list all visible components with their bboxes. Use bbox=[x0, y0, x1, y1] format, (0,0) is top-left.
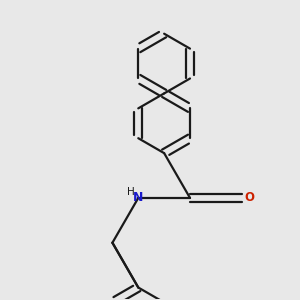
Text: O: O bbox=[244, 191, 254, 204]
Text: H: H bbox=[127, 187, 134, 197]
Text: N: N bbox=[133, 191, 143, 204]
